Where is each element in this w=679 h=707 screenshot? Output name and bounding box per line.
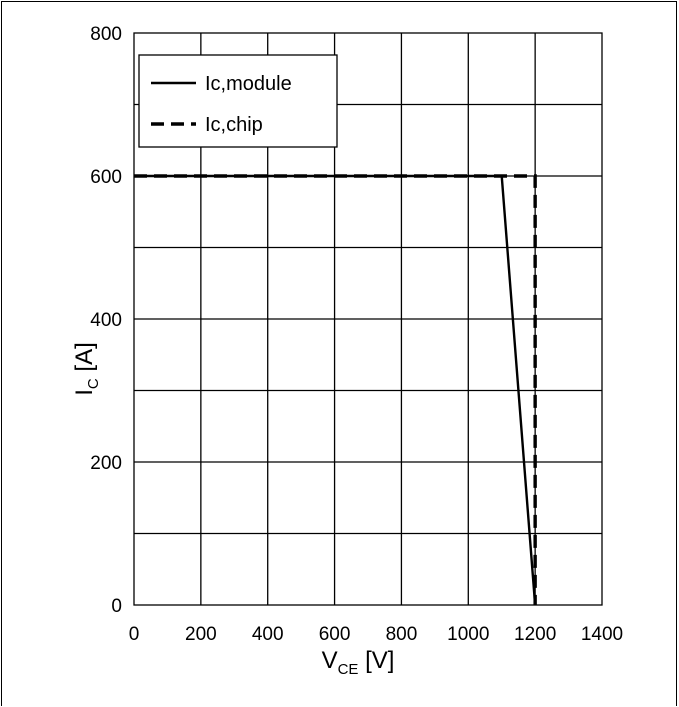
y-axis-label: IC [A] — [71, 342, 102, 396]
y-tick-label-200: 200 — [90, 453, 122, 474]
y-tick-label-0: 0 — [111, 596, 122, 617]
legend-label-ic-module: Ic,module — [205, 73, 292, 95]
y-tick-label-600: 600 — [90, 167, 122, 188]
x-tick-labels: 0 200 400 600 800 1000 1200 1400 — [129, 624, 623, 645]
x-tick-label-0: 0 — [129, 624, 140, 645]
x-tick-label-1000: 1000 — [447, 624, 489, 645]
y-tick-labels: 0 200 400 600 800 — [90, 24, 122, 617]
x-tick-label-800: 800 — [386, 624, 418, 645]
legend-box — [138, 54, 338, 148]
x-tick-label-1200: 1200 — [514, 624, 556, 645]
x-axis-label: VCE [V] — [322, 647, 395, 678]
series-layer — [134, 174, 537, 606]
y-tick-label-800: 800 — [90, 24, 122, 45]
legend: Ic,module Ic,chip — [138, 54, 338, 148]
x-tick-label-400: 400 — [252, 624, 284, 645]
legend-label-ic-chip: Ic,chip — [205, 114, 263, 136]
y-tick-label-400: 400 — [90, 310, 122, 331]
x-tick-label-600: 600 — [319, 624, 351, 645]
x-tick-label-200: 200 — [185, 624, 217, 645]
plot-area — [133, 32, 603, 606]
x-tick-label-1400: 1400 — [581, 624, 623, 645]
series-line-ic-chip — [134, 174, 537, 605]
